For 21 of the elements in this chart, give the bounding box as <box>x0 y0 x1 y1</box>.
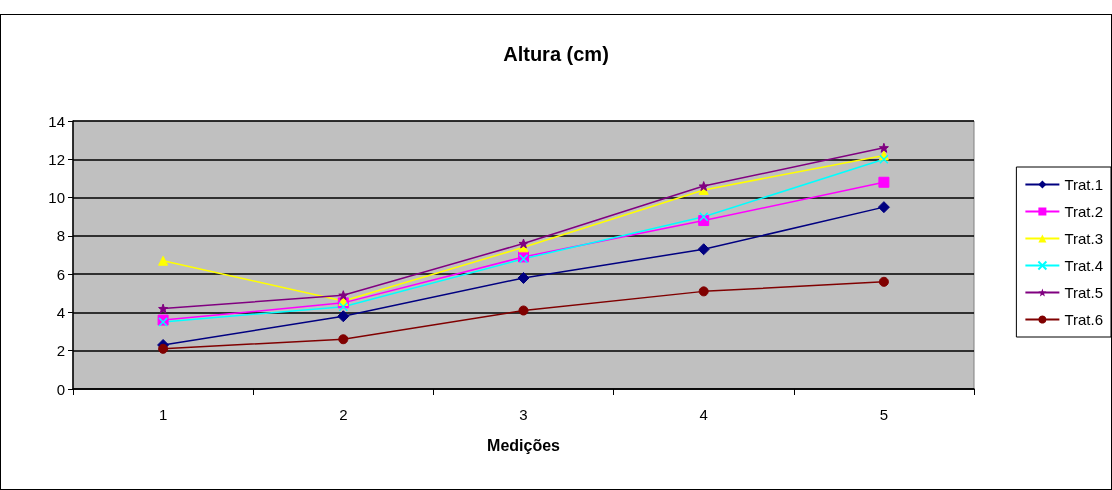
y-tick-label: 0 <box>56 380 65 398</box>
x-tick-label: 4 <box>699 406 708 423</box>
y-tick-label: 4 <box>56 303 65 321</box>
legend-label: Trat.2 <box>1064 203 1103 220</box>
x-tick-label: 2 <box>339 406 348 423</box>
x-tick-label: 1 <box>158 406 168 423</box>
x-axis-title: Medições <box>487 436 561 454</box>
x-tick-label: 3 <box>519 406 528 423</box>
y-tick-label: 10 <box>48 189 65 207</box>
y-tick-label: 14 <box>48 112 65 130</box>
legend-label: Trat.6 <box>1064 311 1103 328</box>
y-tick-label: 6 <box>56 265 65 283</box>
legend-label: Trat.5 <box>1064 284 1103 301</box>
chart-title: Altura (cm) <box>503 43 609 65</box>
legend-label: Trat.4 <box>1064 257 1103 274</box>
y-tick-label: 12 <box>48 150 65 168</box>
x-tick-label: 5 <box>879 406 889 423</box>
legend-label: Trat.3 <box>1064 230 1103 247</box>
legend-label: Trat.1 <box>1064 176 1103 193</box>
y-tick-label: 2 <box>56 342 65 360</box>
y-tick-label: 8 <box>56 227 65 245</box>
